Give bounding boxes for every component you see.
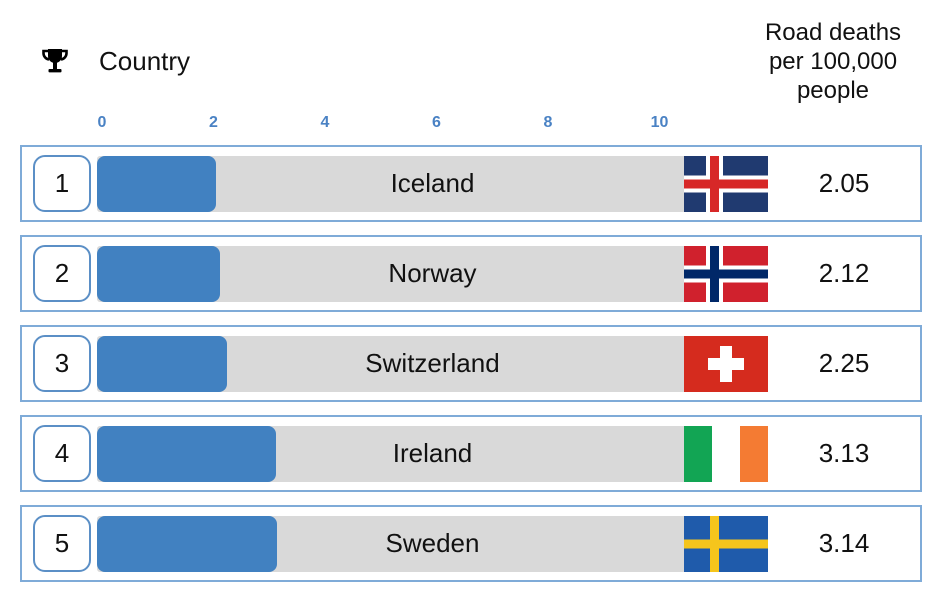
ranking-rows: 1 Iceland 2.05 2 Norway 2.12 3 Switzerland 2.25 4… [20,145,922,595]
value-header-line-3: people [796,77,870,104]
x-axis-tick-4: 4 [320,114,330,131]
rank-badge: 2 [33,245,91,302]
value-text: 2.05 [818,168,870,198]
x-axis-tick-10: 10 [650,114,669,131]
x-axis-tick-2: 2 [209,114,218,131]
value-bar [97,155,217,212]
value-header-line-1: Road deaths [764,19,902,46]
value-text: 2.25 [818,348,870,378]
value-column-header: Road deaths per 100,000 people [744,18,922,105]
rank-badge: 5 [33,515,91,572]
x-axis-tick-0: 0 [97,114,107,131]
bar-track: Norway [97,245,768,302]
trophy-icon [42,49,68,73]
x-axis-tick-8: 8 [543,114,553,131]
value-bar [97,425,277,482]
country-label: Sweden [385,528,480,558]
bar-track: Iceland [97,155,768,212]
flag-ireland-icon [684,425,768,482]
country-label: Switzerland [365,348,500,378]
bar-track: Ireland [97,425,768,482]
rank-badge: 3 [33,335,91,392]
table-row: 1 Iceland 2.05 [20,145,922,222]
value-bar [97,245,221,302]
flag-sweden-icon [684,515,768,572]
table-row: 2 Norway 2.12 [20,235,922,312]
table-row: 3 Switzerland 2.25 [20,325,922,402]
country-label: Ireland [392,438,473,468]
country-column-header: Country [99,46,191,76]
value-header-line-2: per 100,000 [768,48,898,75]
country-label: Iceland [390,168,475,198]
value-text: 3.14 [818,528,870,558]
value-bar [97,335,228,392]
flag-iceland-icon [684,155,768,212]
rank-badge: 4 [33,425,91,482]
value-text: 3.13 [818,438,870,468]
flag-switzerland-icon [684,335,768,392]
value-text: 2.12 [818,258,870,288]
bar-track: Switzerland [97,335,768,392]
flag-norway-icon [684,245,768,302]
rank-badge: 1 [33,155,91,212]
table-row: 5 Sweden 3.14 [20,505,922,582]
x-axis-tick-6: 6 [432,114,441,131]
country-label: Norway [388,258,477,288]
value-bar [97,515,278,572]
bar-track: Sweden [97,515,768,572]
x-axis: 0 2 4 6 8 10 [97,104,768,138]
table-row: 4 Ireland 3.13 [20,415,922,492]
